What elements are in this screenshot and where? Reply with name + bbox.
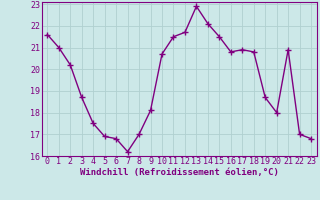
X-axis label: Windchill (Refroidissement éolien,°C): Windchill (Refroidissement éolien,°C)	[80, 168, 279, 177]
